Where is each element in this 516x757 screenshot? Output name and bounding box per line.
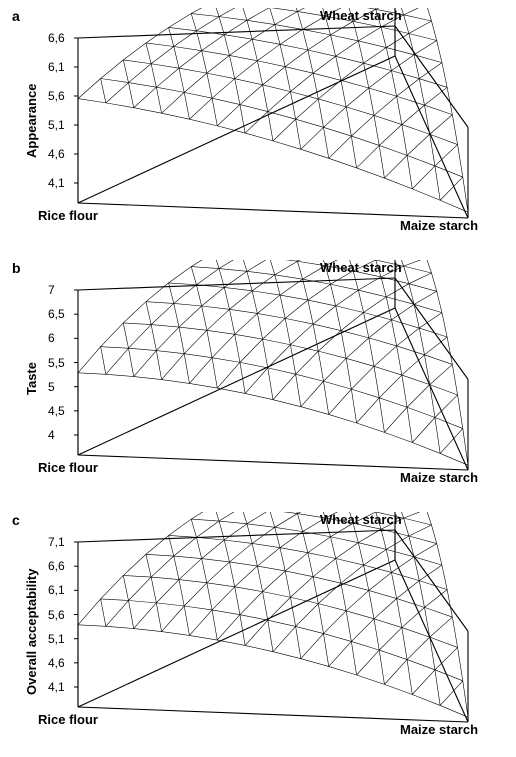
surface-svg (0, 512, 516, 747)
surface-svg (0, 260, 516, 495)
ternary-surface-panel: bTasteWheat starchRice flourMaize starch… (0, 260, 516, 495)
surface-svg (0, 8, 516, 243)
ternary-surface-panel: aAppearanceWheat starchRice flourMaize s… (0, 8, 516, 243)
ternary-surface-panel: cOverall acceptabilityWheat starchRice f… (0, 512, 516, 747)
figure-container: aAppearanceWheat starchRice flourMaize s… (0, 0, 516, 757)
